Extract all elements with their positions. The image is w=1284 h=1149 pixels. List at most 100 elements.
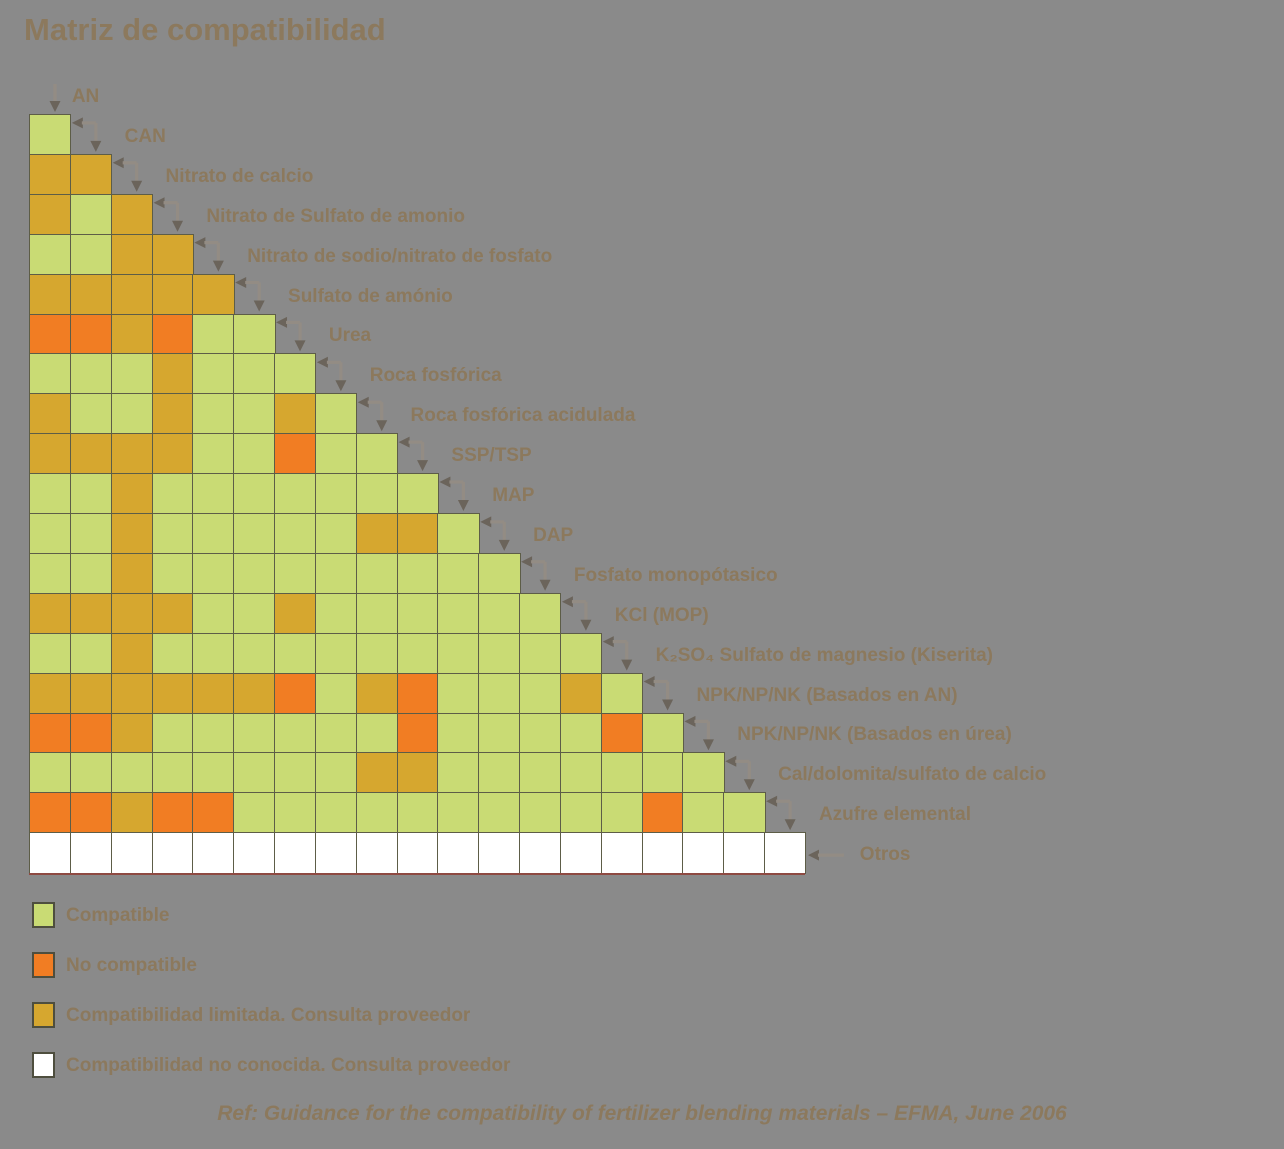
matrix-cell xyxy=(69,313,113,355)
matrix-cell xyxy=(192,592,235,635)
matrix-cell xyxy=(437,592,480,635)
arrowhead-down-icon xyxy=(580,619,592,631)
matrix-cell xyxy=(233,672,276,714)
matrix-cell xyxy=(274,433,317,475)
matrix-cell xyxy=(29,473,72,515)
matrix-bottom-edge xyxy=(29,873,805,876)
matrix-cell xyxy=(110,313,153,355)
matrix-cell xyxy=(29,433,72,475)
matrix-cell xyxy=(110,193,153,236)
matrix-cell xyxy=(600,712,644,754)
matrix-cell xyxy=(233,832,276,874)
matrix-cell xyxy=(355,592,399,635)
matrix-cell xyxy=(110,552,153,595)
matrix-cell xyxy=(478,632,521,675)
arrowhead-down-icon xyxy=(131,180,143,192)
matrix-cell xyxy=(437,752,480,794)
matrix-cell xyxy=(314,632,358,675)
matrix-cell xyxy=(233,752,276,794)
matrix-cell xyxy=(233,552,276,595)
material-label: Nitrato de calcio xyxy=(165,165,314,187)
matrix-cell xyxy=(437,513,480,555)
matrix-cell xyxy=(29,513,72,555)
matrix-cell xyxy=(29,313,72,355)
matrix-cell xyxy=(29,193,72,236)
material-label: Cal/dolomita/sulfato de calcio xyxy=(778,764,1047,786)
arrowhead-left-icon xyxy=(398,436,410,448)
matrix-cell xyxy=(151,832,194,874)
arrowhead-down-icon xyxy=(294,340,306,352)
matrix-cell xyxy=(29,353,72,395)
arrowhead-left-icon xyxy=(153,197,165,209)
matrix-cell xyxy=(682,832,725,874)
matrix-cell xyxy=(274,552,317,595)
matrix-cell xyxy=(314,393,358,435)
matrix-cell xyxy=(69,592,113,635)
matrix-cell xyxy=(233,513,276,555)
page-title: Matriz de compatibilidad xyxy=(24,12,386,47)
legend-label: No compatible xyxy=(66,955,197,976)
matrix-cell xyxy=(478,552,521,595)
matrix-cell xyxy=(192,353,235,395)
matrix-cell xyxy=(314,712,358,754)
matrix-cell xyxy=(192,712,235,754)
material-label: Nitrato de sodio/nitrato de fosfato xyxy=(247,245,553,267)
matrix-cell xyxy=(274,592,317,635)
matrix-cell xyxy=(274,832,317,874)
matrix-cell xyxy=(151,353,194,395)
matrix-cell xyxy=(151,473,194,515)
matrix-cell xyxy=(396,552,439,595)
reference-text: Ref: Guidance for the compatibility of f… xyxy=(217,1102,1067,1125)
matrix-cell xyxy=(641,792,684,834)
matrix-cell xyxy=(478,672,521,714)
arrowhead-down-icon xyxy=(662,699,674,711)
matrix-cell xyxy=(110,632,153,675)
matrix-cell xyxy=(233,712,276,754)
arrowhead-left-icon xyxy=(643,676,655,687)
matrix-cell xyxy=(723,832,766,874)
matrix-cell xyxy=(478,752,521,794)
matrix-cell xyxy=(355,712,399,754)
matrix-cell xyxy=(355,473,399,515)
matrix-cell xyxy=(600,752,644,794)
legend-label: Compatibilidad limitada. Consulta provee… xyxy=(66,1005,471,1026)
matrix-cell xyxy=(396,592,439,635)
matrix-cell xyxy=(274,792,317,834)
material-label: MAP xyxy=(492,485,535,506)
matrix-cell xyxy=(192,792,235,834)
matrix-cell xyxy=(69,552,113,595)
matrix-cell xyxy=(110,672,153,714)
material-label: Roca fosfórica acidulada xyxy=(410,405,636,427)
matrix-cell xyxy=(192,393,235,435)
matrix-cell xyxy=(641,752,684,794)
matrix-cell xyxy=(151,712,194,754)
matrix-cell xyxy=(314,832,358,874)
matrix-cell xyxy=(110,832,153,874)
matrix-cell xyxy=(314,473,358,515)
material-label: Sulfato de amónio xyxy=(288,285,453,307)
matrix-cell xyxy=(314,513,358,555)
arrowhead-left-icon xyxy=(357,396,369,408)
arrowhead-left-icon xyxy=(276,316,288,328)
matrix-cell xyxy=(69,193,113,236)
matrix-cell xyxy=(233,433,276,475)
matrix-cell xyxy=(110,233,153,276)
matrix-cell xyxy=(519,832,562,874)
matrix-cell xyxy=(519,792,562,834)
matrix-cell xyxy=(396,473,439,515)
matrix-cell xyxy=(151,672,194,714)
matrix-cell xyxy=(600,672,644,714)
matrix-cell xyxy=(69,433,113,475)
matrix-cell xyxy=(641,712,684,754)
arrowhead-down-icon xyxy=(743,779,755,791)
matrix-cell xyxy=(355,792,399,834)
arrowhead-left-icon xyxy=(807,849,819,861)
arrowhead-down-icon xyxy=(49,101,61,112)
matrix-cell xyxy=(396,752,439,794)
matrix-cell xyxy=(723,792,766,834)
matrix-cell xyxy=(600,792,644,834)
material-label: Fosfato monopótasico xyxy=(573,564,778,586)
matrix-cell xyxy=(233,313,276,355)
material-label: CAN xyxy=(124,125,166,147)
